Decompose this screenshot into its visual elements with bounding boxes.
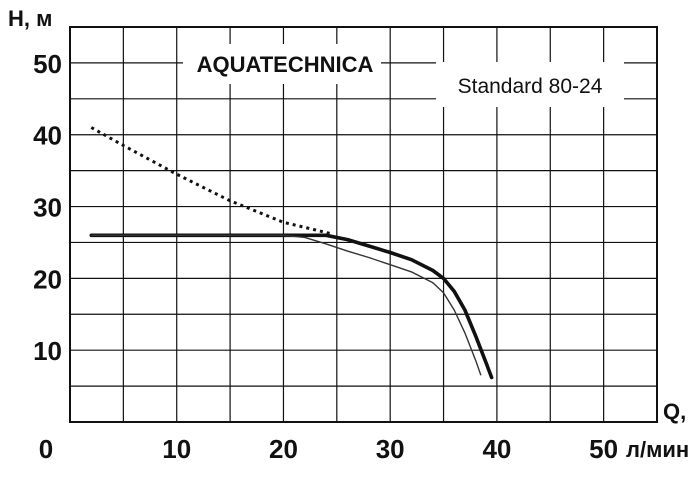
x-tick-label: 10	[162, 434, 191, 464]
plot-frame	[69, 26, 658, 423]
y-axis-title: H, м	[8, 6, 52, 31]
x-tick-label: 30	[376, 434, 405, 464]
brand-label: AQUATECHNICA	[197, 52, 374, 77]
chart-series	[89, 126, 494, 380]
x-tick-label: 50	[589, 434, 618, 464]
series-line-dotted	[90, 126, 332, 236]
model-label: Standard 80-24	[458, 75, 603, 98]
x-axis-title-bottom: л/мин	[626, 437, 689, 462]
chart-grid	[69, 26, 658, 423]
x-tick-label: 20	[269, 434, 298, 464]
x-axis-title-top: Q,	[663, 399, 686, 424]
label-boxes	[183, 44, 624, 107]
y-tick-label: 30	[33, 193, 62, 223]
y-tick-labels: 10 20 30 40 50	[33, 49, 62, 366]
series-line-thin-solid	[91, 234, 482, 376]
model-label-box	[436, 62, 624, 107]
series-line-thick-solid	[89, 233, 494, 380]
x-tick-labels: 0 10 20 30 40 50	[39, 434, 618, 464]
y-tick-label: 50	[33, 49, 62, 79]
brand-label-box	[183, 44, 381, 84]
y-tick-label: 10	[33, 336, 62, 366]
x-tick-label: 40	[482, 434, 511, 464]
x-tick-label: 0	[39, 434, 53, 464]
y-tick-label: 40	[33, 121, 62, 151]
y-tick-label: 20	[33, 264, 62, 294]
